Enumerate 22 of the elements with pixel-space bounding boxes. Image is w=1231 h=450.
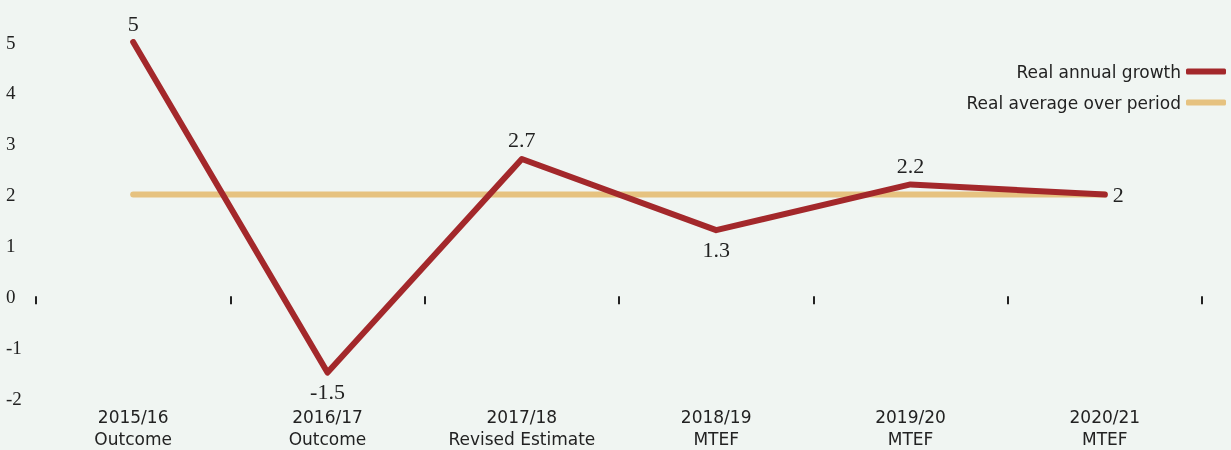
x-tick-label: 2020/21 MTEF <box>1069 407 1141 449</box>
x-tick-label: 2017/18 Revised Estimate <box>448 407 596 449</box>
x-tick-label: 2015/16 Outcome <box>94 407 172 449</box>
y-tick-label: 0 <box>6 285 16 307</box>
data-label: 2.2 <box>896 152 925 178</box>
x-tick-label: 2019/20 MTEF <box>875 407 946 449</box>
y-tick-label: -2 <box>6 387 22 409</box>
y-tick-label: 5 <box>6 31 16 53</box>
y-tick-label: 1 <box>6 234 16 256</box>
x-tick-label: 2016/17 Outcome <box>288 407 367 449</box>
data-label: 2.7 <box>508 127 536 153</box>
x-tick-label: 2018/19 MTEF <box>680 407 752 449</box>
legend-label: Real average over period <box>966 92 1181 113</box>
legend-label: Real annual growth <box>1016 61 1181 82</box>
data-label: 1.3 <box>702 236 730 262</box>
data-label: 2 <box>1112 182 1124 208</box>
data-label: 5 <box>127 10 139 36</box>
y-tick-label: 2 <box>6 184 16 206</box>
data-label: -1.5 <box>310 379 345 405</box>
y-tick-label: 4 <box>6 82 16 104</box>
y-tick-label: 3 <box>6 133 16 155</box>
y-tick-label: -1 <box>6 336 22 358</box>
